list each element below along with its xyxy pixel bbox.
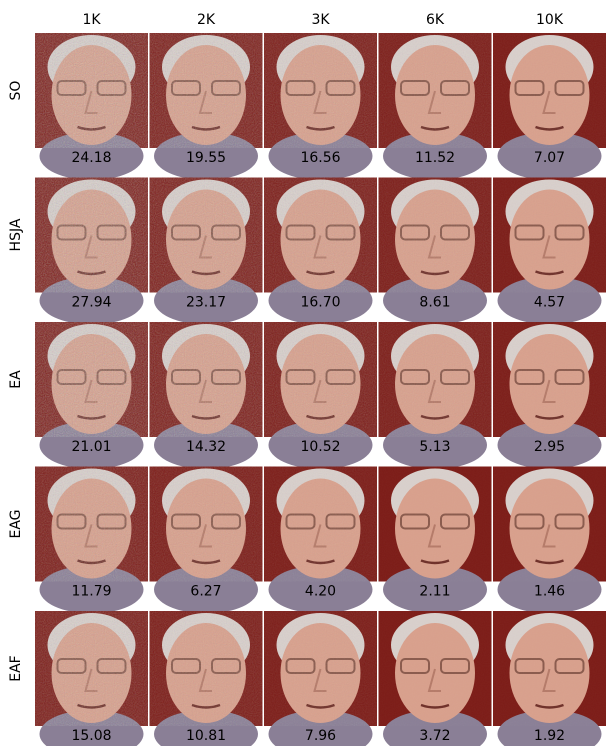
noise-overlay — [150, 322, 263, 437]
noise-overlay — [264, 611, 377, 726]
noise-overlay — [35, 178, 148, 293]
noise-overlay — [379, 33, 492, 148]
distance-value: 1.46 — [534, 584, 565, 600]
noise-overlay — [493, 467, 606, 582]
noise-overlay — [379, 467, 492, 582]
noise-overlay — [150, 611, 263, 726]
noise-overlay — [379, 322, 492, 437]
distance-value: 24.18 — [71, 150, 111, 166]
noise-overlay — [35, 33, 148, 148]
noise-overlay — [264, 467, 377, 582]
noise-overlay — [264, 322, 377, 437]
distance-value: 2.95 — [534, 439, 565, 455]
noise-overlay — [150, 467, 263, 582]
distance-value: 2.11 — [419, 584, 450, 600]
distance-value: 15.08 — [71, 728, 111, 744]
noise-overlay — [493, 178, 606, 293]
column-header: 6K — [426, 12, 445, 28]
distance-value: 6.27 — [190, 584, 221, 600]
distance-value: 4.57 — [534, 295, 565, 311]
noise-overlay — [150, 33, 263, 148]
noise-overlay — [35, 611, 148, 726]
row-label: SO — [8, 81, 24, 101]
row-label: HSJA — [8, 218, 24, 251]
distance-value: 3.72 — [419, 728, 450, 744]
distance-value: 23.17 — [186, 295, 226, 311]
face-image — [150, 611, 263, 746]
distance-value: 14.32 — [186, 439, 226, 455]
face-image — [379, 611, 492, 746]
distance-value: 11.79 — [71, 584, 111, 600]
distance-value: 19.55 — [186, 150, 226, 166]
distance-value: 7.07 — [534, 150, 565, 166]
column-header: 1K — [82, 12, 101, 28]
noise-overlay — [493, 33, 606, 148]
column-header: 3K — [311, 12, 330, 28]
noise-overlay — [35, 467, 148, 582]
noise-overlay — [35, 322, 148, 437]
distance-value: 10.52 — [300, 439, 340, 455]
noise-overlay — [379, 611, 492, 726]
noise-overlay — [493, 611, 606, 726]
distance-value: 8.61 — [419, 295, 450, 311]
distance-value: 11.52 — [415, 150, 455, 166]
distance-value: 27.94 — [71, 295, 111, 311]
figure: 1K 2K 3K 6K 10K SO 24.18 19.55 16.56 11.52 7.07 HSJ… — [0, 0, 609, 746]
column-header: 10K — [536, 12, 564, 28]
distance-value: 10.81 — [186, 728, 226, 744]
distance-value: 1.92 — [534, 728, 565, 744]
column-header: 2K — [197, 12, 216, 28]
row-label: EA — [8, 370, 24, 389]
distance-value: 7.96 — [305, 728, 336, 744]
noise-overlay — [264, 178, 377, 293]
face-image — [264, 611, 377, 746]
distance-value: 21.01 — [71, 439, 111, 455]
face-image — [35, 611, 148, 746]
noise-overlay — [379, 178, 492, 293]
distance-value: 16.56 — [300, 150, 340, 166]
distance-value: 16.70 — [300, 295, 340, 311]
distance-value: 4.20 — [305, 584, 336, 600]
noise-overlay — [150, 178, 263, 293]
distance-value: 5.13 — [419, 439, 450, 455]
row-label: EAF — [8, 655, 24, 681]
noise-overlay — [493, 322, 606, 437]
row-label: EAG — [8, 509, 24, 538]
noise-overlay — [264, 33, 377, 148]
face-image — [493, 611, 606, 746]
